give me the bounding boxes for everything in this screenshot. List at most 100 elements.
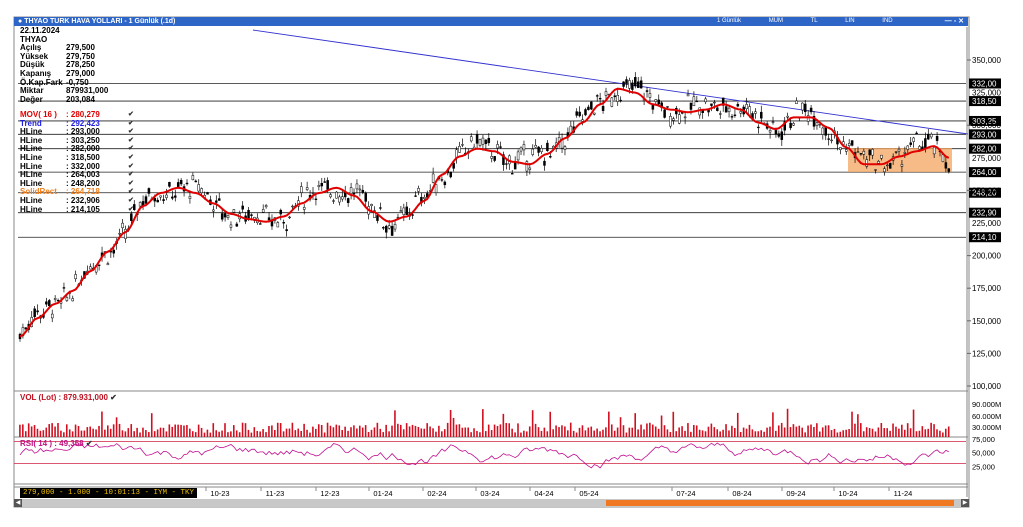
legend-row[interactable]: HLine: 332,000 ✔	[20, 162, 134, 172]
check-icon[interactable]: ✔	[128, 162, 134, 170]
volume-bar	[200, 427, 203, 437]
volume-bar	[139, 432, 141, 437]
candle-body	[888, 162, 892, 169]
check-icon[interactable]: ✔	[128, 128, 134, 136]
check-icon[interactable]: ✔	[128, 171, 134, 179]
hline-label-box	[969, 167, 1001, 178]
candle-body	[241, 205, 244, 210]
volume-bar	[54, 426, 56, 437]
legend-row[interactable]: HLine: 248,200 ✔	[20, 178, 134, 189]
toolbar-type[interactable]: MUM	[768, 18, 784, 24]
volume-bar	[643, 429, 645, 437]
volume-bar	[818, 431, 821, 437]
candle-body	[587, 106, 590, 110]
legend-key: HLine	[20, 178, 43, 188]
legend-row[interactable]: HLine: 282,000 ✔	[20, 145, 134, 154]
candle-body	[695, 100, 699, 103]
toolbar-indicators[interactable]: IND	[882, 18, 893, 24]
check-icon[interactable]: ✔	[128, 111, 134, 118]
volume-bar	[909, 428, 912, 437]
volume-bar	[619, 417, 622, 437]
volume-bar	[731, 425, 733, 437]
window-controls[interactable]: — ▫ ✕	[944, 18, 964, 25]
check-icon[interactable]: ✔	[128, 153, 134, 161]
legend-row[interactable]: SolidRect: 264,718 ✔	[20, 188, 134, 197]
volume-bar	[385, 424, 387, 437]
volume-bar	[646, 423, 648, 437]
x-tick-label: 08-24	[732, 489, 751, 498]
hline-tick-label: 275,000	[972, 154, 1001, 163]
candle-body	[886, 164, 889, 167]
volume-bar	[452, 417, 455, 437]
legend-row[interactable]: HLine: 303,250 ✔	[20, 136, 134, 146]
candle-body	[683, 116, 687, 119]
check-icon[interactable]: ✔	[128, 179, 134, 187]
legend-row[interactable]: MOV( 16 ): 280,279 ✔	[20, 110, 134, 120]
candle-body	[159, 195, 162, 198]
check-icon[interactable]: ✔	[128, 196, 134, 204]
toolbar-period[interactable]: 1 Günlük	[717, 18, 742, 24]
volume-bar	[259, 431, 261, 437]
toolbar-scale[interactable]: LIN	[845, 18, 855, 24]
volume-bar	[414, 425, 417, 437]
volume-bar	[279, 423, 282, 437]
legend-row[interactable]: HLine: 318,500 ✔	[20, 153, 134, 163]
candle-body	[361, 189, 365, 193]
volume-value: : 879.931,000	[58, 393, 108, 402]
candle-body	[678, 114, 681, 124]
legend-row[interactable]: HLine: 214,105 ✔	[20, 204, 134, 215]
check-icon[interactable]: ✔	[128, 145, 134, 153]
info-row: Değer 203,084	[20, 95, 108, 105]
volume-bar	[523, 430, 525, 437]
volume-bar	[558, 427, 560, 437]
legend-row[interactable]: HLine: 293,000 ✔	[20, 128, 134, 137]
scroll-thumb[interactable]	[606, 500, 954, 506]
x-tick-label: 11-24	[894, 489, 913, 498]
candle-body	[739, 111, 743, 114]
volume-bar	[156, 429, 159, 437]
check-icon[interactable]: ✔	[128, 188, 134, 196]
volume-bar	[889, 430, 891, 437]
volume-bar	[813, 427, 815, 437]
check-icon[interactable]: ✔	[128, 119, 134, 127]
toolbar-currency[interactable]: TL	[810, 18, 818, 24]
candle-body	[578, 111, 581, 117]
rsi-tick-label: 75,000	[972, 435, 995, 444]
check-icon[interactable]: ✔	[128, 136, 134, 144]
candle-body	[657, 99, 660, 105]
scroll-left-arrow-icon[interactable]: ◀	[14, 499, 22, 507]
candle-body	[65, 297, 69, 301]
volume-bar	[402, 429, 405, 437]
volume-bar	[426, 423, 428, 437]
volume-bar	[180, 424, 182, 437]
volume-bar	[502, 413, 505, 437]
volume-bar	[520, 432, 522, 437]
legend-row[interactable]: HLine: 264,003 ✔	[20, 171, 134, 180]
volume-bar	[227, 432, 229, 437]
legend-row[interactable]: Trend: 292,423 ✔	[20, 119, 134, 129]
volume-bar	[704, 431, 707, 437]
volume-bar	[848, 429, 850, 437]
candle-body	[217, 198, 221, 201]
candle-body	[338, 196, 341, 203]
candle-body	[505, 163, 508, 165]
candle-body	[176, 182, 180, 188]
legend-value: : 214,105	[66, 204, 100, 214]
x-tick-label: 11-23	[266, 489, 285, 498]
window-titlebar[interactable]: ● THYAO TURK HAVA YOLLARI - 1 Günlük (.1…	[14, 17, 968, 26]
candle-body	[282, 221, 285, 224]
toolbar[interactable]: 1 Günlük MUM TL LIN IND	[717, 17, 919, 26]
volume-bar	[505, 422, 508, 437]
time-scrollbar[interactable]: ◀ ▶	[14, 499, 969, 507]
check-icon[interactable]: ✔	[128, 205, 134, 213]
legend-row[interactable]: HLine: 232,906 ✔	[20, 196, 134, 206]
candle-body	[900, 164, 904, 167]
candle-body	[311, 192, 315, 195]
candle-body	[877, 160, 880, 164]
candle-body	[341, 196, 344, 200]
volume-bar	[613, 430, 616, 437]
volume-bar	[235, 430, 238, 437]
scroll-right-arrow-icon[interactable]: ▶	[961, 499, 969, 507]
volume-bar	[901, 424, 903, 437]
